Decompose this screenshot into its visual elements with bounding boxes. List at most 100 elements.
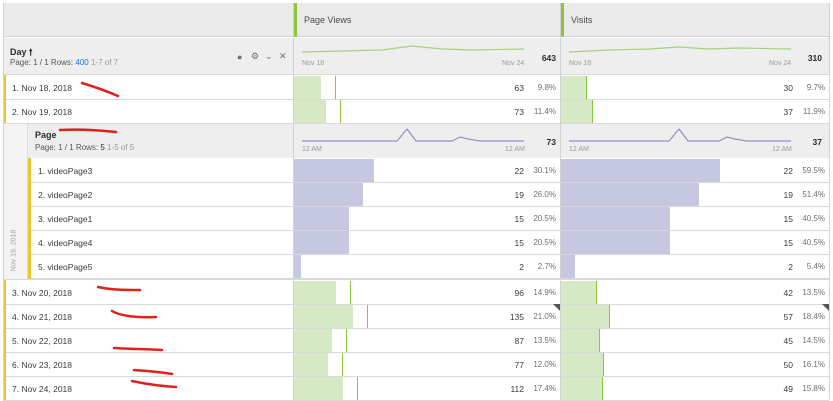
day-pagination: Page: 1 / 1 Rows: 400 1-7 of 7 bbox=[10, 58, 118, 67]
close-icon[interactable]: ✕ bbox=[279, 51, 287, 61]
row-divider bbox=[31, 278, 829, 279]
header-page-views[interactable]: Page Views bbox=[296, 3, 560, 37]
info-icon[interactable]: ● bbox=[237, 52, 243, 62]
visits-bar-tick bbox=[609, 305, 610, 328]
page-views-bar bbox=[294, 305, 353, 328]
breakdown-row-label[interactable]: 5. videoPage5 bbox=[38, 262, 93, 272]
page-views-percent: 9.8% bbox=[537, 83, 556, 92]
rows-count-select[interactable]: 400 bbox=[75, 58, 89, 67]
day-row-label[interactable]: 1. Nov 18, 2018 bbox=[12, 83, 73, 93]
day-row-label[interactable]: 4. Nov 21, 2018 bbox=[12, 312, 73, 322]
metric-color-strip bbox=[561, 3, 564, 37]
column-divider bbox=[560, 3, 561, 400]
visits-bar bbox=[561, 207, 670, 230]
visits-percent: 11.9% bbox=[802, 107, 825, 116]
visits-value: 45 bbox=[783, 336, 793, 346]
visits-sparkline bbox=[569, 46, 791, 53]
page-views-value: 15 bbox=[514, 238, 524, 248]
axis-start-label: 12 AM bbox=[302, 146, 322, 153]
page-views-bar bbox=[294, 76, 321, 99]
visits-percent: 14.5% bbox=[802, 336, 825, 345]
day-row-label[interactable]: 7. Nov 24, 2018 bbox=[12, 384, 73, 394]
breakdown-row-label[interactable]: 4. videoPage4 bbox=[38, 238, 93, 248]
metric-color-strip bbox=[294, 3, 297, 37]
breakdown-total-page-views: 73 bbox=[546, 137, 556, 147]
page-views-value: 73 bbox=[514, 107, 524, 117]
annotation-scribble bbox=[96, 285, 142, 292]
breakdown-title[interactable]: Page bbox=[35, 130, 57, 140]
page-views-percent: 20.5% bbox=[533, 238, 556, 247]
dimension-title[interactable]: Day bbox=[10, 47, 27, 57]
visits-bar bbox=[561, 76, 586, 99]
page-views-bar bbox=[294, 255, 301, 278]
axis-end-label: 12 AM bbox=[505, 146, 525, 153]
breakdown-row-label[interactable]: 2. videoPage2 bbox=[38, 190, 93, 200]
pagination-label: Page: 1 / 1 Rows: bbox=[35, 143, 99, 152]
page-views-bar-tick bbox=[350, 281, 351, 304]
arrow-up-icon[interactable]: 🠕 bbox=[28, 47, 33, 57]
chevron-down-icon[interactable]: ⌄ bbox=[265, 51, 273, 61]
day-dimension-title-wrap[interactable]: Day 🠕 bbox=[10, 45, 33, 61]
page-views-percent: 11.4% bbox=[533, 107, 556, 116]
page-views-bar bbox=[294, 207, 349, 230]
breakdown-total-visits: 37 bbox=[812, 137, 822, 147]
row-range: 1-7 of 7 bbox=[90, 58, 119, 67]
visits-value: 57 bbox=[783, 312, 793, 322]
page-views-bar bbox=[294, 353, 328, 376]
page-views-bar-tick bbox=[342, 353, 343, 376]
breakdown-page-views-sparkline bbox=[302, 128, 524, 142]
column-divider bbox=[293, 3, 294, 400]
row-divider bbox=[3, 304, 829, 305]
visits-percent: 59.5% bbox=[802, 166, 825, 175]
visits-percent: 16.1% bbox=[802, 360, 825, 369]
page-views-bar bbox=[294, 329, 332, 352]
breakdown-row-label[interactable]: 1. videoPage3 bbox=[38, 166, 93, 176]
breakdown-row-label[interactable]: 3. videoPage1 bbox=[38, 214, 93, 224]
axis-end-label: Nov 24 bbox=[769, 60, 792, 67]
visits-bar-tick bbox=[592, 100, 593, 123]
day-row-label[interactable]: 6. Nov 23, 2018 bbox=[12, 360, 73, 370]
annotation-scribble bbox=[112, 346, 164, 352]
visits-bar-tick bbox=[602, 377, 603, 400]
page-views-percent: 12.0% bbox=[533, 360, 556, 369]
annotation-scribble bbox=[58, 128, 118, 134]
visits-bar-tick bbox=[603, 353, 604, 376]
visits-value: 50 bbox=[783, 360, 793, 370]
column-title-page-views: Page Views bbox=[304, 15, 352, 25]
day-row-label[interactable]: 5. Nov 22, 2018 bbox=[12, 336, 73, 346]
annotation-scribble bbox=[130, 368, 178, 389]
visits-bar bbox=[561, 255, 575, 278]
page-views-bar bbox=[294, 377, 343, 400]
page-views-percent: 2.7% bbox=[537, 262, 556, 271]
day-row-label[interactable]: 3. Nov 20, 2018 bbox=[12, 288, 73, 298]
visits-percent: 40.5% bbox=[802, 238, 825, 247]
page-views-bar-tick bbox=[340, 100, 341, 123]
page-views-bar bbox=[294, 183, 363, 206]
page-views-value: 22 bbox=[514, 166, 524, 176]
row-marker bbox=[3, 280, 6, 304]
page-views-value: 112 bbox=[510, 384, 524, 394]
gear-icon[interactable]: ⚙ bbox=[251, 51, 260, 61]
visits-bar bbox=[561, 100, 592, 123]
page-views-bar-tick bbox=[357, 377, 358, 400]
visits-value: 2 bbox=[788, 262, 793, 272]
header-visits[interactable]: Visits bbox=[563, 3, 829, 37]
page-views-percent: 13.5% bbox=[533, 336, 556, 345]
visits-bar bbox=[561, 377, 602, 400]
annotation-scribble bbox=[110, 309, 158, 319]
visits-bar bbox=[561, 183, 699, 206]
total-visits: 310 bbox=[807, 53, 822, 63]
row-marker bbox=[3, 328, 6, 352]
column-divider bbox=[829, 3, 830, 400]
visits-bar bbox=[561, 231, 670, 254]
breakdown-marker bbox=[28, 158, 31, 279]
page-views-bar bbox=[294, 231, 349, 254]
row-marker bbox=[3, 376, 6, 400]
day-row-label[interactable]: 2. Nov 19, 2018 bbox=[12, 107, 73, 117]
row-divider bbox=[31, 254, 829, 255]
page-views-percent: 20.5% bbox=[533, 214, 556, 223]
page-views-percent: 17.4% bbox=[533, 384, 556, 393]
visits-bar bbox=[561, 281, 596, 304]
row-marker bbox=[3, 75, 6, 99]
rows-count-select[interactable]: 5 bbox=[100, 143, 105, 152]
